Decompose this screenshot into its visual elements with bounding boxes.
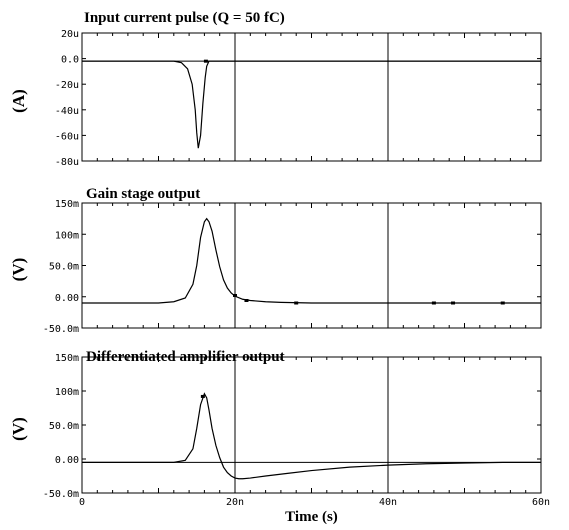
x-tick-label: 40n	[379, 497, 397, 508]
data-point-marker	[431, 301, 436, 305]
plot-frame	[81, 32, 542, 162]
y-tick-label: 150m	[55, 199, 79, 210]
data-point-marker	[200, 394, 205, 398]
series-line	[82, 217, 541, 304]
y-tick-label: -50.0m	[43, 489, 79, 500]
panel-differentiated-output: Differentiated amplifier output (V) Time…	[9, 349, 550, 525]
plot-frame	[81, 202, 542, 329]
y-tick-label: -20u	[55, 80, 79, 91]
series-line	[82, 60, 541, 149]
y-tick-label: 50.0m	[49, 262, 79, 273]
series-line	[82, 392, 541, 480]
data-point-marker	[500, 301, 505, 305]
y-tick-label: 0.00	[55, 293, 79, 304]
x-tick-label: 20n	[226, 497, 244, 508]
y-tick-label: -50.0m	[43, 324, 79, 335]
y-tick-label: -80u	[55, 157, 79, 168]
x-tick-label: 0	[79, 497, 85, 508]
panel-title: Gain stage output	[86, 186, 200, 202]
y-tick-label: 100m	[55, 387, 79, 398]
y-tick-label: 0.0	[61, 55, 79, 66]
y-tick-label: -40u	[55, 106, 79, 117]
x-axis-label: Time (s)	[285, 509, 338, 525]
data-point-marker	[244, 299, 249, 302]
y-axis-label: (A)	[9, 89, 28, 113]
plot-frame	[81, 356, 542, 494]
data-point-marker	[233, 294, 237, 297]
y-tick-label: 150m	[55, 353, 79, 364]
y-tick-label: -60u	[55, 131, 79, 142]
y-tick-label: 100m	[55, 230, 79, 241]
y-tick-label: 50.0m	[49, 421, 79, 432]
y-axis-label: (V)	[9, 417, 28, 441]
data-point-marker	[203, 59, 208, 63]
panel-gain-stage: Gain stage output (V) 150m 100m 50.0m 0.00 -…	[9, 186, 542, 335]
y-tick-label: 20u	[61, 29, 79, 40]
y-tick-label: 0.00	[55, 455, 79, 466]
x-tick-label: 60n	[532, 497, 550, 508]
data-point-marker	[294, 301, 299, 305]
panel-input-current: Input current pulse (Q = 50 fC) (A) 20u 0…	[9, 10, 542, 168]
panel-title: Input current pulse (Q = 50 fC)	[84, 10, 285, 26]
y-axis-label: (V)	[9, 258, 28, 282]
data-point-marker	[451, 301, 456, 305]
